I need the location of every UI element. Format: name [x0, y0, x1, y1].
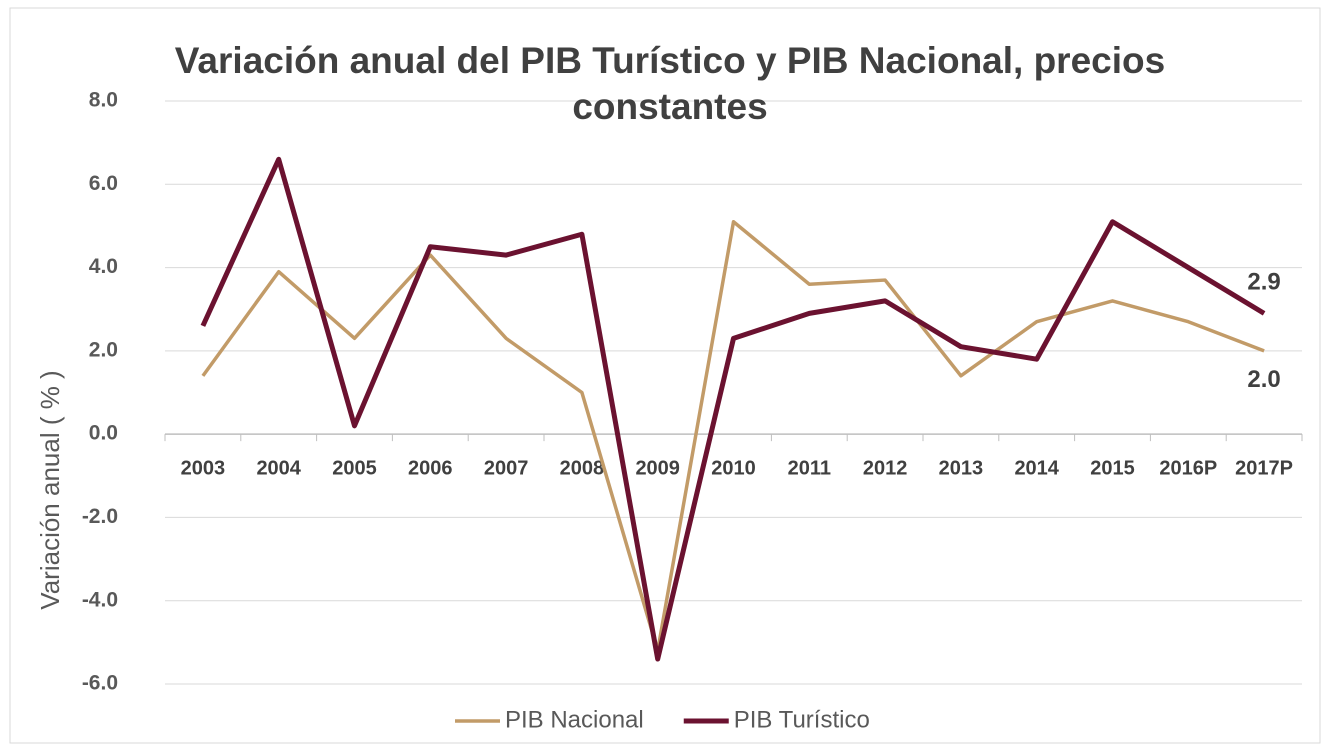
y-tick-label: -4.0: [82, 588, 118, 611]
y-tick-label: 8.0: [89, 89, 118, 112]
y-tick-label: -2.0: [82, 505, 118, 528]
x-tick-label: 2012: [863, 457, 908, 479]
x-tick-label: 2014: [1014, 457, 1059, 479]
x-tick-label: 2008: [560, 457, 605, 479]
x-tick-label: 2003: [181, 457, 226, 479]
x-tick-label: 2010: [711, 457, 756, 479]
x-tick-label: 2015: [1090, 457, 1135, 479]
y-axis-label: Variación anual ( % ): [35, 370, 65, 609]
chart-title: Variación anual del PIB Turístico y PIB …: [174, 40, 1166, 127]
x-tick-label: 2017P: [1235, 457, 1293, 479]
y-tick-label: 4.0: [89, 255, 118, 278]
legend-label: PIB Nacional: [505, 706, 644, 733]
x-tick-label: 2009: [635, 457, 680, 479]
legend-label: PIB Turístico: [734, 706, 870, 733]
x-tick-label: 2013: [939, 457, 984, 479]
x-tick-label: 2007: [484, 457, 529, 479]
x-tick-label: 2006: [408, 457, 453, 479]
y-tick-label: 6.0: [89, 172, 118, 195]
y-tick-label: -6.0: [82, 672, 118, 695]
x-tick-label: 2005: [332, 457, 377, 479]
x-tick-label: 2016P: [1159, 457, 1217, 479]
x-tick-label: 2011: [788, 457, 831, 479]
series-line: [201, 220, 1265, 653]
series-line: [200, 156, 1266, 662]
chart-border: [9, 7, 1321, 744]
x-tick-label: 2004: [256, 457, 301, 479]
y-tick-label: 2.0: [89, 338, 118, 361]
data-label: 2.9: [1247, 269, 1280, 296]
y-tick-label: 0.0: [89, 422, 118, 445]
data-label: 2.0: [1247, 366, 1280, 393]
